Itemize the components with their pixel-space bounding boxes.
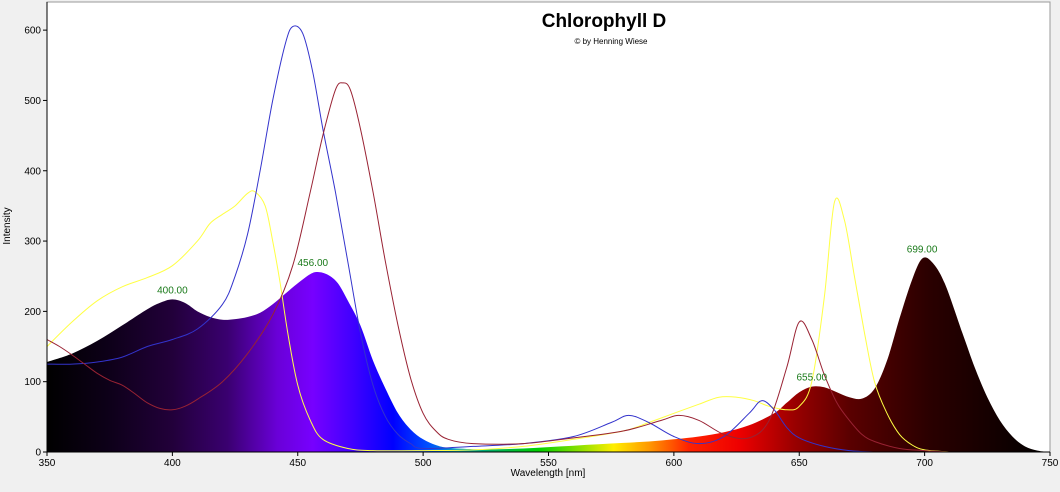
series-line-3 [46, 82, 950, 453]
x-tick-label: 550 [540, 458, 557, 469]
y-tick-label: 600 [24, 26, 41, 37]
y-tick-label: 0 [35, 448, 41, 459]
peak-label: 456.00 [298, 258, 329, 269]
x-tick-label: 650 [791, 458, 808, 469]
x-tick-label: 700 [916, 458, 933, 469]
x-tick-label: 600 [666, 458, 683, 469]
x-axis-title: Wavelength [nm] [511, 468, 586, 479]
spectrum-area [47, 257, 1050, 452]
x-tick-label: 450 [289, 458, 306, 469]
x-tick-label: 400 [164, 458, 181, 469]
series-line-1 [46, 190, 950, 453]
peak-label: 400.00 [157, 285, 188, 296]
y-tick-label: 500 [24, 96, 41, 107]
spectrum-lines-layer [46, 25, 950, 453]
y-axis-title: Intensity [2, 207, 13, 244]
x-tick-label: 750 [1042, 458, 1059, 469]
series-line-2 [46, 25, 875, 453]
y-tick-label: 200 [24, 307, 41, 318]
chart-subtitle: © by Henning Wiese [574, 37, 648, 46]
y-tick-label: 300 [24, 237, 41, 248]
peak-label: 699.00 [907, 245, 938, 256]
x-tick-label: 500 [415, 458, 432, 469]
y-tick-label: 400 [24, 166, 41, 177]
x-tick-label: 350 [39, 458, 56, 469]
spectrum-fill-layer [47, 257, 1050, 452]
peak-labels-layer: 400.00 456.00 655.00 699.00 [157, 245, 938, 384]
chart-title: Chlorophyll D [542, 11, 667, 32]
axes-layer: 350 400 450 500 550 600 650 700 750 0 100 200 300 400… [24, 2, 1059, 469]
peak-label: 655.00 [797, 373, 828, 384]
y-tick-label: 100 [24, 377, 41, 388]
